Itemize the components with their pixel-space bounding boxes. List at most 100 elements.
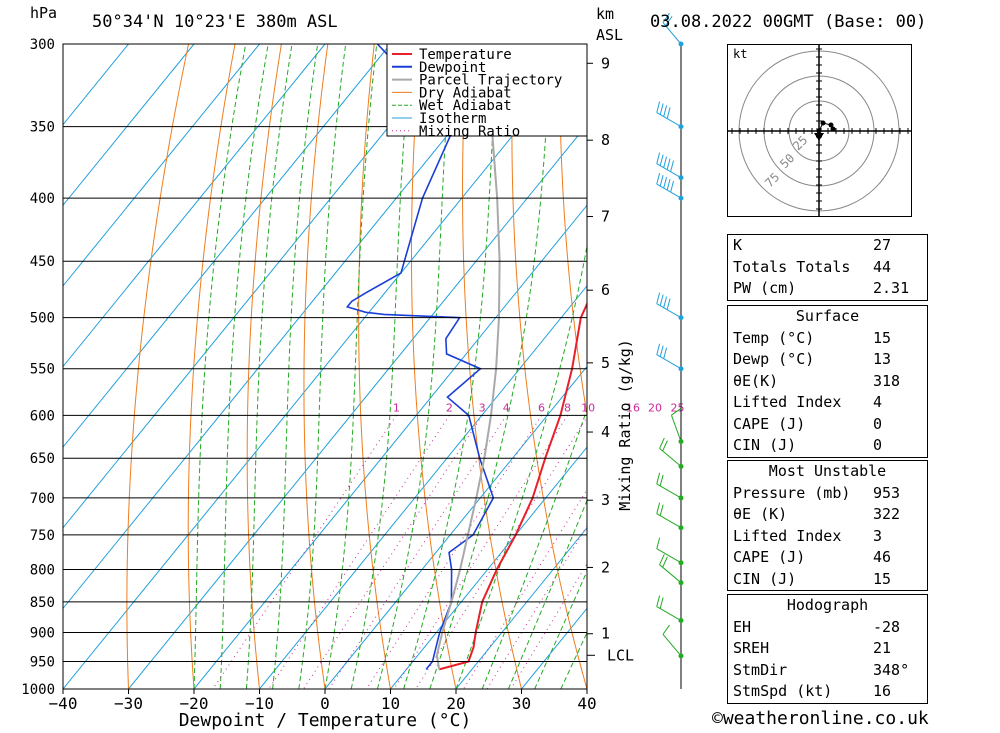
table-row: CIN (J) 0: [728, 435, 927, 457]
wind-barb-dot: [678, 366, 684, 372]
hodograph-point: [820, 120, 826, 126]
wind-barb: [662, 12, 684, 47]
mixing-ratio-label: 20: [648, 401, 662, 414]
wind-barb-flag: [659, 103, 664, 115]
wind-barb-flag: [659, 554, 665, 565]
surface-table: Surface Temp (°C) 15 Dewp (°C) 13 θE(K) 318 Li…: [727, 305, 928, 458]
pressure-unit-label: hPa: [30, 4, 58, 22]
height-tick-label: 8: [601, 131, 610, 149]
indices-table: K 27 Totals Totals 44 PW (cm) 2.31: [727, 234, 928, 301]
wind-barb-dot: [678, 195, 684, 201]
wind-barb: [659, 437, 684, 469]
table-value: 0: [873, 414, 883, 433]
hodograph-unit-label: kt: [733, 47, 748, 61]
wind-barb-flag: [663, 176, 668, 189]
datetime-title: 03.08.2022 00GMT (Base: 00): [650, 12, 927, 32]
wind-barb-flag: [659, 597, 664, 609]
mixing-ratio-label: 2: [446, 401, 453, 414]
x-tick-label: 10: [381, 694, 400, 713]
copyright-footer[interactable]: ©weatheronline.co.uk: [712, 708, 929, 729]
wind-barb-staff: [656, 548, 682, 564]
dry-adiabat-line: [303, 44, 329, 689]
table-value: 15: [873, 328, 892, 347]
wind-barb: [656, 172, 684, 201]
x-tick-label: −10: [245, 694, 274, 713]
wind-barb-flag: [671, 408, 682, 416]
pressure-tick-label: 450: [30, 254, 55, 270]
mixing-ratio-axis-label: Mixing Ratio (g/kg): [616, 339, 634, 511]
wind-barb-flag: [659, 345, 664, 357]
wind-barb-staff: [656, 183, 682, 199]
wind-barb-flag: [666, 178, 671, 191]
pressure-tick-label: 800: [30, 562, 55, 578]
x-tick-label: −30: [114, 694, 143, 713]
wind-barb: [659, 554, 684, 586]
table-row: θE(K) 318: [728, 371, 927, 393]
wind-barb: [656, 101, 684, 130]
pressure-tick-label: 850: [30, 595, 55, 611]
wind-barb-staff: [662, 22, 682, 45]
wind-barb-flag: [663, 105, 668, 117]
wind-barb-flag: [659, 437, 665, 449]
table-value: 16: [873, 682, 892, 700]
isotherm-line: [390, 446, 587, 689]
dry-adiabat-line: [931, 44, 1000, 689]
isotherm-line: [455, 526, 587, 689]
table-key: CIN (J): [733, 569, 797, 588]
dry-adiabat-line: [978, 44, 1000, 689]
table-value: 2.31: [873, 279, 910, 297]
wind-barb-flag: [662, 440, 668, 452]
wind-barb-staff: [656, 112, 682, 128]
wind-barb-staff: [656, 513, 682, 529]
wet-adiabat-line: [219, 44, 269, 689]
table-value: 44: [873, 257, 892, 276]
wind-barb-flag: [656, 292, 661, 304]
isotherm-line: [63, 44, 129, 126]
lcl-label: LCL: [607, 646, 634, 664]
isotherm-line: [63, 44, 587, 689]
table-row: θE (K) 322: [728, 504, 927, 526]
mixing-ratio-label: 25: [670, 401, 684, 414]
wind-barb-dot: [678, 495, 684, 501]
table-row: Temp (°C) 15: [728, 328, 927, 350]
wind-barb-flag: [659, 154, 664, 166]
wind-barb-dot: [678, 618, 684, 624]
isotherm-line: [193, 204, 587, 689]
table-row: Pressure (mb) 953: [728, 483, 927, 505]
wind-barb: [656, 343, 684, 372]
wind-barb-flag: [662, 624, 670, 635]
table-value: 318: [873, 371, 901, 390]
dry-adiabat-line: [126, 44, 190, 689]
wind-barb-dot: [678, 315, 684, 321]
table-row: Lifted Index 3: [728, 526, 927, 548]
table-key: θE (K): [733, 505, 788, 523]
table-row: StmSpd (kt) 16: [728, 681, 927, 703]
isotherm-line: [63, 44, 391, 448]
height-tick-label: 5: [601, 354, 610, 372]
wind-barb-staff: [659, 564, 682, 584]
wet-adiabat-line: [534, 570, 587, 689]
wind-barb-dot: [678, 463, 684, 469]
pressure-tick-label: 900: [30, 626, 55, 642]
x-tick-label: 40: [577, 694, 596, 713]
pressure-tick-label: 750: [30, 528, 55, 544]
pressure-tick-label: 500: [30, 311, 55, 327]
wind-barb-flag: [656, 152, 661, 164]
table-value: 348°: [873, 660, 910, 679]
table-row: SREH 21: [728, 638, 927, 660]
table-row: StmDir 348°: [728, 660, 927, 682]
wind-barb-flag: [663, 156, 668, 168]
table-key: Lifted Index: [733, 393, 842, 411]
isotherm-line: [63, 44, 195, 207]
wet-adiabat-line: [245, 44, 293, 689]
mixing-ratio-label: 8: [564, 401, 571, 414]
wind-barb-flag: [656, 101, 661, 113]
legend-entry: Dewpoint: [419, 60, 486, 76]
isotherm-line: [63, 44, 522, 610]
wind-barb-flag: [670, 160, 674, 172]
isotherm-line: [324, 365, 587, 689]
wind-barb-staff: [656, 303, 682, 319]
table-key: Temp (°C): [733, 328, 815, 347]
height-tick-label: 9: [601, 54, 610, 72]
table-value: 0: [873, 436, 883, 454]
